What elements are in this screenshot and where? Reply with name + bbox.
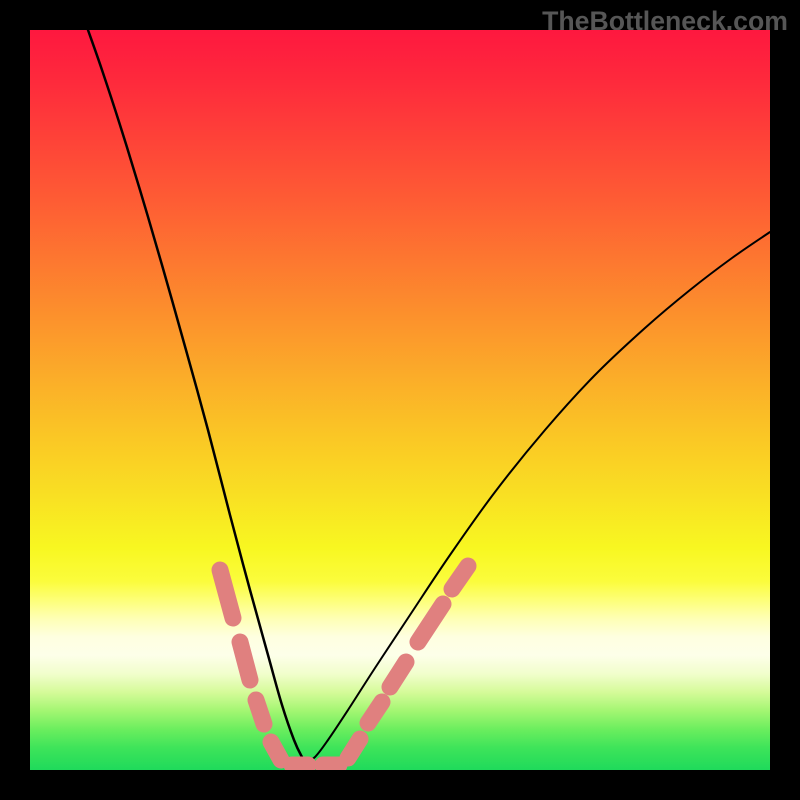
marker-segment — [220, 570, 233, 618]
curve-left-branch — [88, 30, 306, 762]
chart-root: TheBottleneck.com — [0, 0, 800, 800]
plot-area — [30, 30, 770, 770]
marker-segment — [240, 642, 250, 680]
marker-segment — [256, 700, 264, 724]
curve-overlay — [30, 30, 770, 770]
marker-segment — [452, 566, 468, 589]
marker-group — [220, 566, 468, 765]
marker-segment — [348, 739, 360, 758]
marker-segment — [368, 702, 382, 723]
marker-segment — [418, 604, 443, 642]
marker-segment — [390, 662, 406, 687]
marker-segment — [271, 742, 281, 760]
curve-right-branch — [306, 232, 770, 762]
